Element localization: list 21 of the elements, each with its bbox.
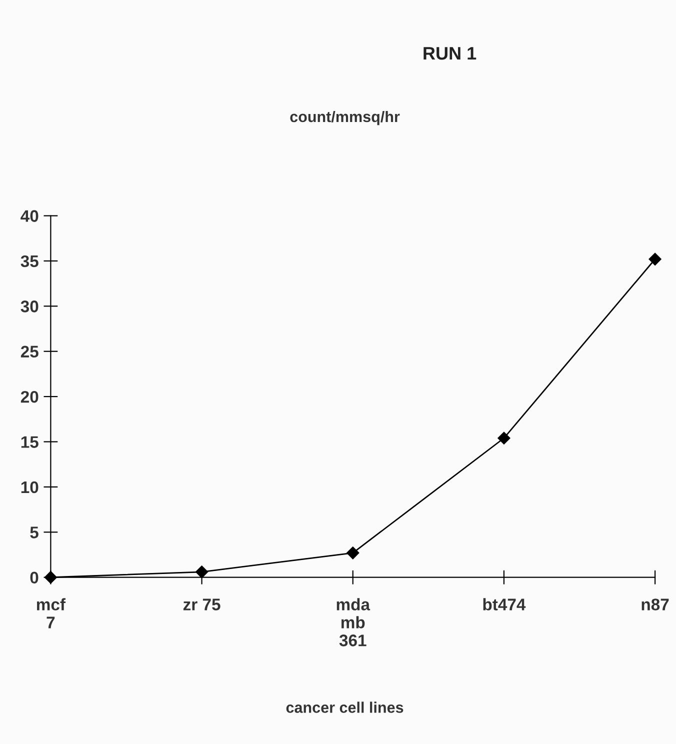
x-axis-title: cancer cell lines: [286, 702, 404, 713]
point: [346, 546, 360, 560]
y-tick-label: 5: [30, 526, 38, 538]
y-tick-label: 20: [20, 390, 38, 403]
y-tick-label: 40: [20, 210, 38, 222]
x-tick-label: mcf 7: [36, 598, 66, 628]
point: [648, 252, 662, 266]
y-tick-label: 10: [21, 481, 38, 494]
x-tick-label: bt474: [483, 598, 526, 610]
y-tick-label: 30: [20, 300, 38, 312]
x-tick-label: zr 75: [183, 598, 220, 610]
chart-title: RUN 1: [424, 47, 476, 60]
y-tick-label: 25: [20, 346, 38, 358]
point: [196, 566, 208, 578]
y-tick-label: 35: [20, 255, 38, 268]
x-tick-label: n87: [642, 598, 669, 610]
x-tick-label: mda mb 361: [336, 598, 370, 646]
chart-subtitle: count/mmsq/hr: [290, 110, 400, 126]
y-tick-label: 0: [30, 572, 38, 584]
point: [498, 432, 510, 444]
y-tick-label: 15: [21, 436, 38, 448]
